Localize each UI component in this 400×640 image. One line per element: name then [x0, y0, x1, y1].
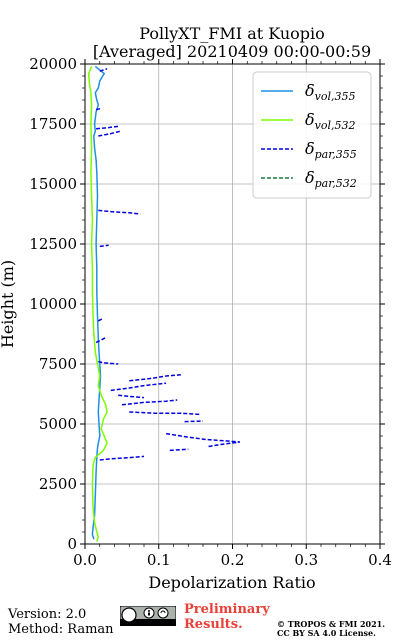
- depolarization-chart: PollyXT_FMI at Kuopio [Averaged] 2021040…: [0, 24, 392, 592]
- legend-label-2: δpar,355: [305, 139, 357, 161]
- series-2-segment-2: [165, 432, 240, 448]
- preliminary-line-2: Results.: [184, 617, 243, 632]
- y-tick-label-3: 7500: [39, 355, 77, 373]
- series-2-segment-15: [96, 125, 119, 130]
- y-tick-label-4: 10000: [29, 295, 77, 313]
- y-tick-label-1: 2500: [39, 475, 77, 493]
- copyright-line-1: © TROPOS & FMI 2021.: [277, 619, 386, 629]
- legend: δvol,355 δvol,532 δpar,355 δpar,532: [252, 71, 372, 199]
- x-tick-label-2: 0.2: [221, 551, 245, 569]
- x-tick-label-3: 0.3: [294, 551, 318, 569]
- legend-label-3: δpar,532: [305, 168, 357, 190]
- version-text: Version: 2.0: [8, 607, 87, 622]
- series-2-segment-12: [99, 244, 109, 248]
- series-2-segment-4: [129, 411, 200, 416]
- y-axis-label: Height (m): [0, 260, 17, 348]
- series-2-segment-8: [129, 374, 181, 382]
- x-tick-label-0: 0.0: [73, 551, 97, 569]
- series-line-0: [91, 65, 106, 540]
- series-2-segment-0: [99, 455, 145, 461]
- y-tick-label-0: 0: [67, 535, 77, 553]
- chart-title: PollyXT_FMI at Kuopio [Averaged] 2021040…: [93, 24, 371, 61]
- chart-title-line-2: [Averaged] 20210409 00:00-00:59: [93, 42, 371, 61]
- legend-box: [252, 71, 372, 199]
- y-tick-label-7: 17500: [29, 115, 77, 133]
- series-2-segment-13: [98, 209, 141, 215]
- preliminary-results-notice: Preliminary Results.: [184, 602, 270, 632]
- x-tick-label-4: 0.4: [368, 551, 392, 569]
- series-2-segment-1: [169, 448, 189, 452]
- series-2-segment-6: [118, 394, 145, 399]
- y-tick-label-6: 15000: [29, 175, 77, 193]
- copyright-notice: © TROPOS & FMI 2021. CC BY SA 4.0 Licens…: [277, 620, 385, 638]
- y-tick-label-5: 12500: [29, 235, 77, 253]
- series-2-segment-7: [110, 382, 167, 392]
- preliminary-line-1: Preliminary: [184, 602, 270, 617]
- x-axis-label: Depolarization Ratio: [148, 573, 315, 592]
- copyright-line-2: CC BY SA 4.0 License.: [277, 628, 376, 638]
- series-2-segment-3: [184, 420, 204, 423]
- series-2-segment-5: [121, 399, 178, 406]
- series-2-segment-17: [99, 68, 108, 72]
- axis-ticks: 0.0 0.1 0.2 0.3 0.4 0 2500 5000 7500 10000 12500 15…: [29, 55, 392, 569]
- legend-label-1: δvol,532: [305, 110, 356, 132]
- legend-label-0: δvol,355: [305, 81, 356, 103]
- y-tick-label-8: 20000: [29, 55, 77, 73]
- series-line-1: [87, 66, 108, 542]
- x-tick-label-1: 0.1: [147, 551, 171, 569]
- chart-title-line-1: PollyXT_FMI at Kuopio: [139, 24, 325, 43]
- series-2-segment-16: [95, 107, 102, 111]
- series-2-segment-10: [95, 336, 107, 344]
- method-text: Method: Raman: [8, 622, 114, 637]
- y-tick-label-2: 5000: [39, 415, 77, 433]
- series-2-segment-9: [98, 360, 119, 365]
- plot-area: [87, 65, 240, 542]
- series-2-segment-11: [97, 317, 104, 322]
- cc-by-sa-license-badge: [120, 606, 176, 626]
- series-2-segment-14: [98, 130, 121, 137]
